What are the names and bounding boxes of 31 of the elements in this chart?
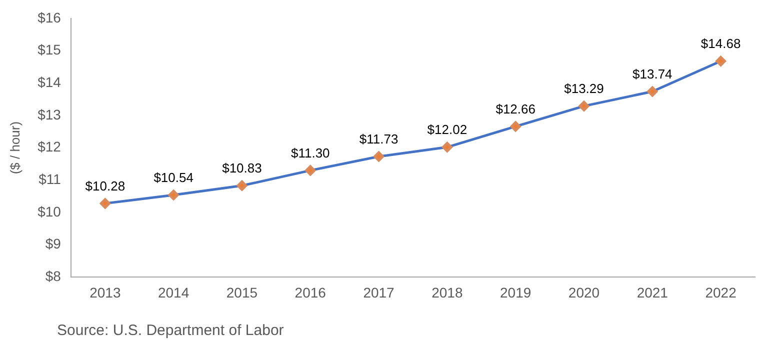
y-tick-label: $14 <box>38 74 62 90</box>
data-label: $12.66 <box>496 102 536 117</box>
y-tick-label: $10 <box>38 203 62 220</box>
x-tick-label: 2020 <box>568 284 600 300</box>
y-tick-label: $16 <box>38 9 62 26</box>
x-tick-label: 2019 <box>500 284 532 300</box>
source-note: Source: U.S. Department of Labor <box>57 322 284 339</box>
y-tick-label: $9 <box>45 236 62 252</box>
data-label: $11.73 <box>359 132 398 147</box>
x-tick-label: 2017 <box>363 284 395 300</box>
y-tick-label: $12 <box>38 138 62 155</box>
data-label: $10.54 <box>154 170 194 186</box>
data-label: $11.30 <box>290 146 330 161</box>
data-label: $13.29 <box>564 81 604 96</box>
x-tick-label: 2021 <box>636 284 668 300</box>
y-tick-label: $11 <box>38 171 62 188</box>
x-tick-label: 2022 <box>705 284 737 300</box>
x-tick-label: 2015 <box>226 284 258 300</box>
x-tick-label: 2014 <box>158 284 190 300</box>
x-tick-label: 2013 <box>90 284 121 300</box>
data-label: $10.28 <box>85 178 126 194</box>
data-label: $10.83 <box>222 160 262 176</box>
data-label: $13.74 <box>632 66 672 82</box>
data-label: $14.68 <box>700 36 741 52</box>
y-tick-label: $13 <box>38 106 62 122</box>
x-tick-label: 2016 <box>294 284 326 300</box>
y-tick-label: $15 <box>38 42 62 58</box>
y-tick-label: $8 <box>45 268 62 284</box>
x-tick-label: 2018 <box>432 284 463 300</box>
data-label: $12.02 <box>427 122 468 138</box>
y-axis-title: ($ / hour) <box>7 121 22 174</box>
